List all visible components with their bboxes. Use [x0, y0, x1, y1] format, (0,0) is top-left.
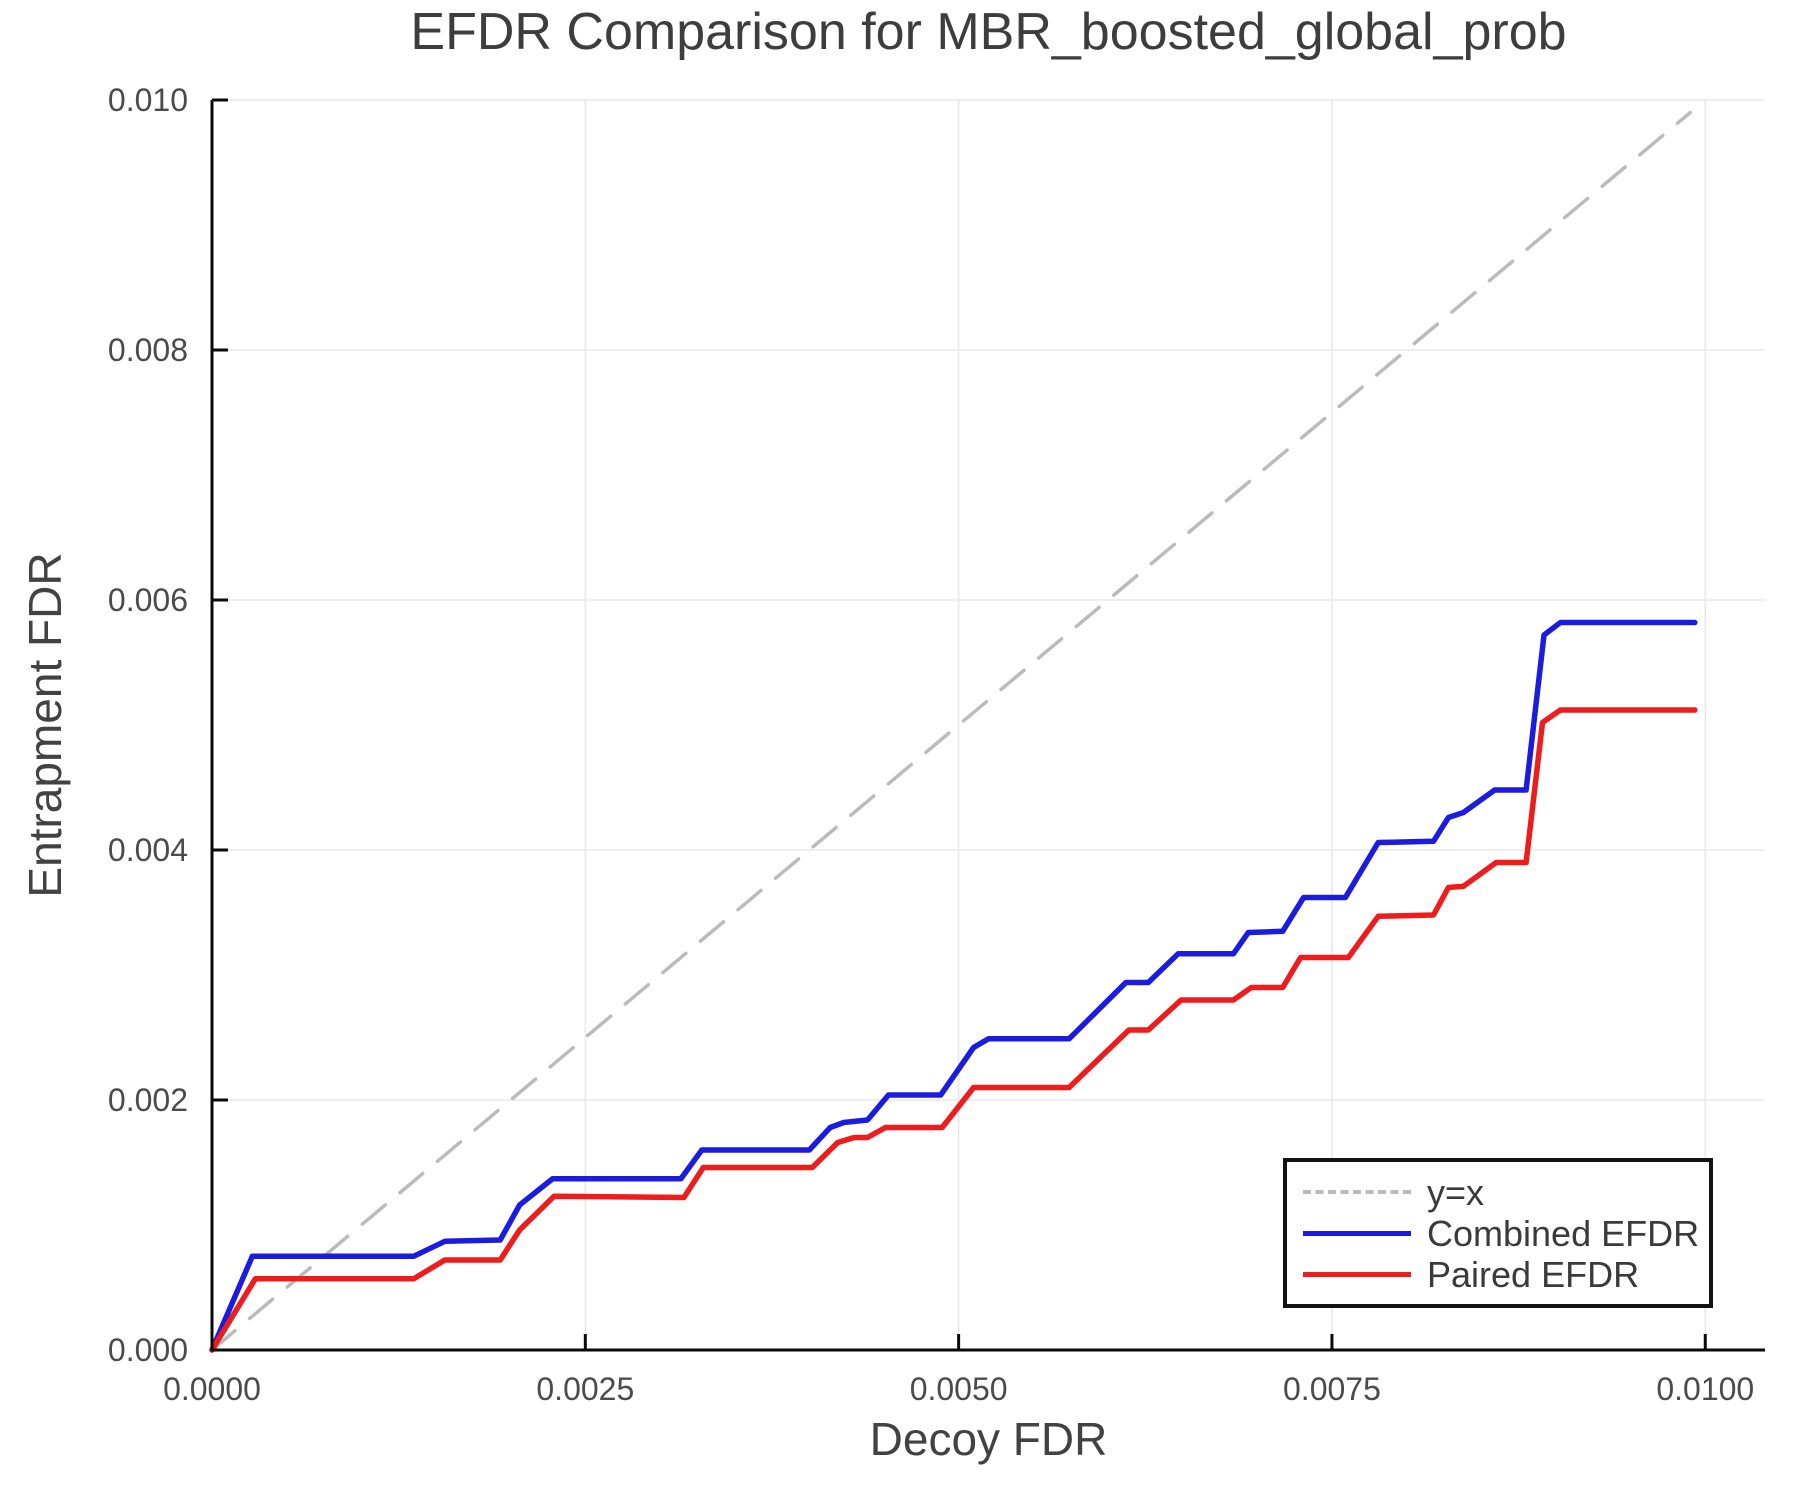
y-tick-label: 0.004 [108, 832, 188, 868]
y-tick-label: 0.010 [108, 82, 188, 118]
legend-item-paired-efdr: Paired EFDR [1303, 1256, 1709, 1293]
x-tick-label: 0.0025 [536, 1371, 634, 1407]
chart-title: EFDR Comparison for MBR_boosted_global_p… [410, 3, 1567, 61]
x-tick-label: 0.0100 [1656, 1371, 1754, 1407]
y-tick-label: 0.008 [108, 332, 188, 368]
tick-marks [210, 98, 1707, 1352]
legend-label: Combined EFDR [1427, 1212, 1700, 1254]
series-line-y-x [210, 110, 1693, 1352]
y-tick-label: 0.006 [108, 582, 188, 618]
series-line-combined-efdr [209, 619, 1698, 1353]
axes-spines [210, 100, 1765, 1352]
legend-item-y-x: y=x [1303, 1174, 1709, 1211]
x-tick-label: 0.0075 [1283, 1371, 1381, 1407]
y-tick-label: 0.002 [108, 1082, 188, 1118]
legend-label: y=x [1427, 1171, 1485, 1213]
series-line-paired-efdr [209, 707, 1698, 1353]
legend-line-sample-paired-efdr [1303, 1271, 1411, 1277]
legend-item-combined-efdr: Combined EFDR [1303, 1215, 1709, 1252]
legend: y=x Combined EFDR Paired EFDR [1283, 1158, 1713, 1308]
tick-labels: 0.0000 0.0025 0.0050 0.0075 0.0100 0.000 0.002… [108, 82, 1754, 1407]
legend-line-sample-y-x [1303, 1190, 1411, 1194]
y-tick-label: 0.000 [108, 1332, 188, 1368]
x-tick-label: 0.0000 [163, 1371, 261, 1407]
x-tick-label: 0.0050 [910, 1371, 1008, 1407]
x-axis-label: Decoy FDR [869, 1413, 1108, 1465]
legend-line-sample-combined-efdr [1303, 1230, 1411, 1236]
legend-label: Paired EFDR [1427, 1253, 1640, 1295]
